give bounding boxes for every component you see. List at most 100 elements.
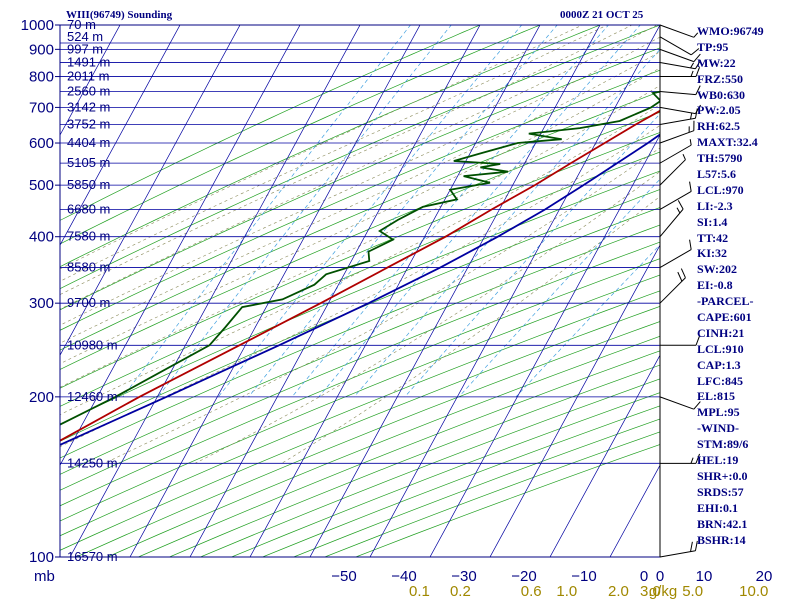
height-label: 14250 m [67, 455, 118, 470]
temp-tick: 0 [640, 568, 648, 585]
indices-panel: WMO:96749 TP:95 MW:22 FRZ:550 WB0:630 PW:2.05… [697, 24, 797, 548]
mixing-ratio-line [248, 25, 558, 398]
index-item: MPL:95 [697, 405, 740, 420]
index-item: LI:-2.3 [697, 198, 733, 213]
index-item: -WIND- [697, 421, 739, 436]
mixing-ratio-line [291, 25, 609, 398]
index-item: LCL:910 [697, 341, 744, 356]
wind-barb-flag [695, 59, 701, 70]
temp-tick: −40 [391, 568, 416, 585]
mixing-ratio-line [404, 113, 660, 398]
index-item: WMO:96749 [697, 24, 764, 38]
height-label: 1491 m [67, 55, 110, 70]
wind-barb-flag [680, 268, 686, 278]
wind-barb [659, 62, 696, 70]
wind-barb-flag [694, 108, 698, 119]
height-label: 5105 m [67, 155, 110, 170]
pressure-axis-label: mb [34, 568, 55, 585]
temp-tick: 20 [756, 568, 773, 585]
temp-tick: −30 [451, 568, 476, 585]
index-item: SI:1.4 [697, 214, 728, 229]
index-item: PW:2.05 [697, 103, 741, 118]
mixing-ratio-label: 10.0 [739, 583, 768, 600]
isotherm [249, 25, 541, 557]
dry-adiabat [60, 189, 660, 442]
wind-barb-flag [689, 239, 692, 250]
wind-barb-flag [677, 271, 683, 282]
isotherm [129, 25, 421, 557]
mixing-ratio-line [122, 25, 411, 398]
dry-adiabat [60, 224, 660, 475]
dry-adiabat [60, 258, 660, 507]
wind-barb [659, 208, 684, 238]
temp-tick: 10 [696, 568, 713, 585]
index-item: EI:-0.8 [697, 278, 733, 293]
wind-barb [659, 24, 694, 38]
wind-barb [659, 159, 686, 186]
mixing-ratio-label: 0.6 [521, 583, 542, 600]
mixing-ratio-label: 2.0 [608, 583, 629, 600]
index-item: RH:62.5 [697, 119, 740, 134]
dry-adiabat [60, 151, 660, 407]
temp-tick-edge: 0 [656, 568, 664, 585]
wind-barb-flag [690, 457, 694, 464]
temperature-trace [60, 109, 660, 442]
index-item: MW:22 [697, 55, 736, 70]
mixing-ratio-line [515, 244, 660, 398]
wind-barb [659, 48, 694, 63]
pressure-tick: 500 [29, 177, 54, 194]
index-item: SRDS:57 [697, 484, 744, 499]
wind-barb [659, 106, 696, 115]
mixing-ratio-line [353, 48, 660, 398]
height-label: 997 m [67, 41, 103, 56]
dry-adiabat [60, 290, 660, 537]
index-item: STM:89/6 [697, 437, 749, 452]
height-label: 3752 m [67, 117, 110, 132]
wind-barb-flag [689, 181, 692, 192]
height-label: 10980 m [67, 337, 118, 352]
mixing-ratio-label: 0.2 [450, 583, 471, 600]
index-item: LCL:970 [697, 182, 744, 197]
isotherm [429, 134, 660, 557]
index-item: MAXT:32.4 [697, 135, 758, 150]
wind-barb [659, 117, 696, 126]
dry-adiabat [60, 25, 481, 221]
index-item: CAPE:601 [697, 310, 752, 325]
wind-barb [659, 550, 696, 558]
dry-adiabat [60, 170, 660, 425]
pressure-tick: 200 [29, 389, 54, 406]
wind-barb-flag [690, 113, 693, 120]
index-item: TT:42 [697, 230, 729, 245]
chart-time: 0000Z 21 OCT 25 [560, 9, 644, 21]
dry-adiabat [60, 132, 660, 389]
isotherm [60, 25, 301, 467]
wind-barb-flag [695, 67, 701, 77]
index-item: EHI:0.1 [697, 500, 739, 515]
wind-barb [659, 249, 692, 268]
pressure-tick: 700 [29, 99, 54, 116]
wind-barb-flag [690, 48, 700, 56]
wind-barb-flag [693, 32, 699, 38]
mixing-ratio-line [318, 25, 641, 398]
mixing-ratio-label: 0.1 [409, 583, 430, 600]
dry-adiabat [60, 69, 660, 331]
height-label: 12460 m [67, 389, 118, 404]
mixing-ratio-label: 3.0 [640, 583, 661, 600]
isotherm [60, 25, 241, 356]
height-label: 524 m [67, 29, 103, 44]
height-label: 3142 m [67, 99, 110, 114]
plot-frame [59, 24, 661, 558]
wind-barb-flag [695, 453, 701, 464]
pressure-tick: 600 [29, 135, 54, 152]
height-label: 9700 m [67, 295, 110, 310]
index-item: KI:32 [697, 246, 727, 261]
wind-barb-flag [690, 541, 693, 552]
wind-barb-flag [693, 53, 701, 62]
wind-barb-flag [677, 200, 684, 210]
isotherm [189, 25, 481, 557]
isotherm [609, 464, 660, 557]
wind-barb-flag [695, 85, 701, 95]
index-item: WB0:630 [697, 87, 745, 102]
